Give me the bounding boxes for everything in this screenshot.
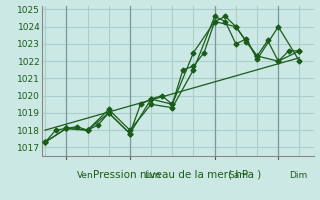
- Text: Ven: Ven: [77, 171, 94, 180]
- Text: Dim: Dim: [289, 171, 307, 180]
- Text: Lun: Lun: [144, 171, 160, 180]
- Text: Sam: Sam: [229, 171, 249, 180]
- X-axis label: Pression niveau de la mer( hPa ): Pression niveau de la mer( hPa ): [93, 170, 262, 180]
